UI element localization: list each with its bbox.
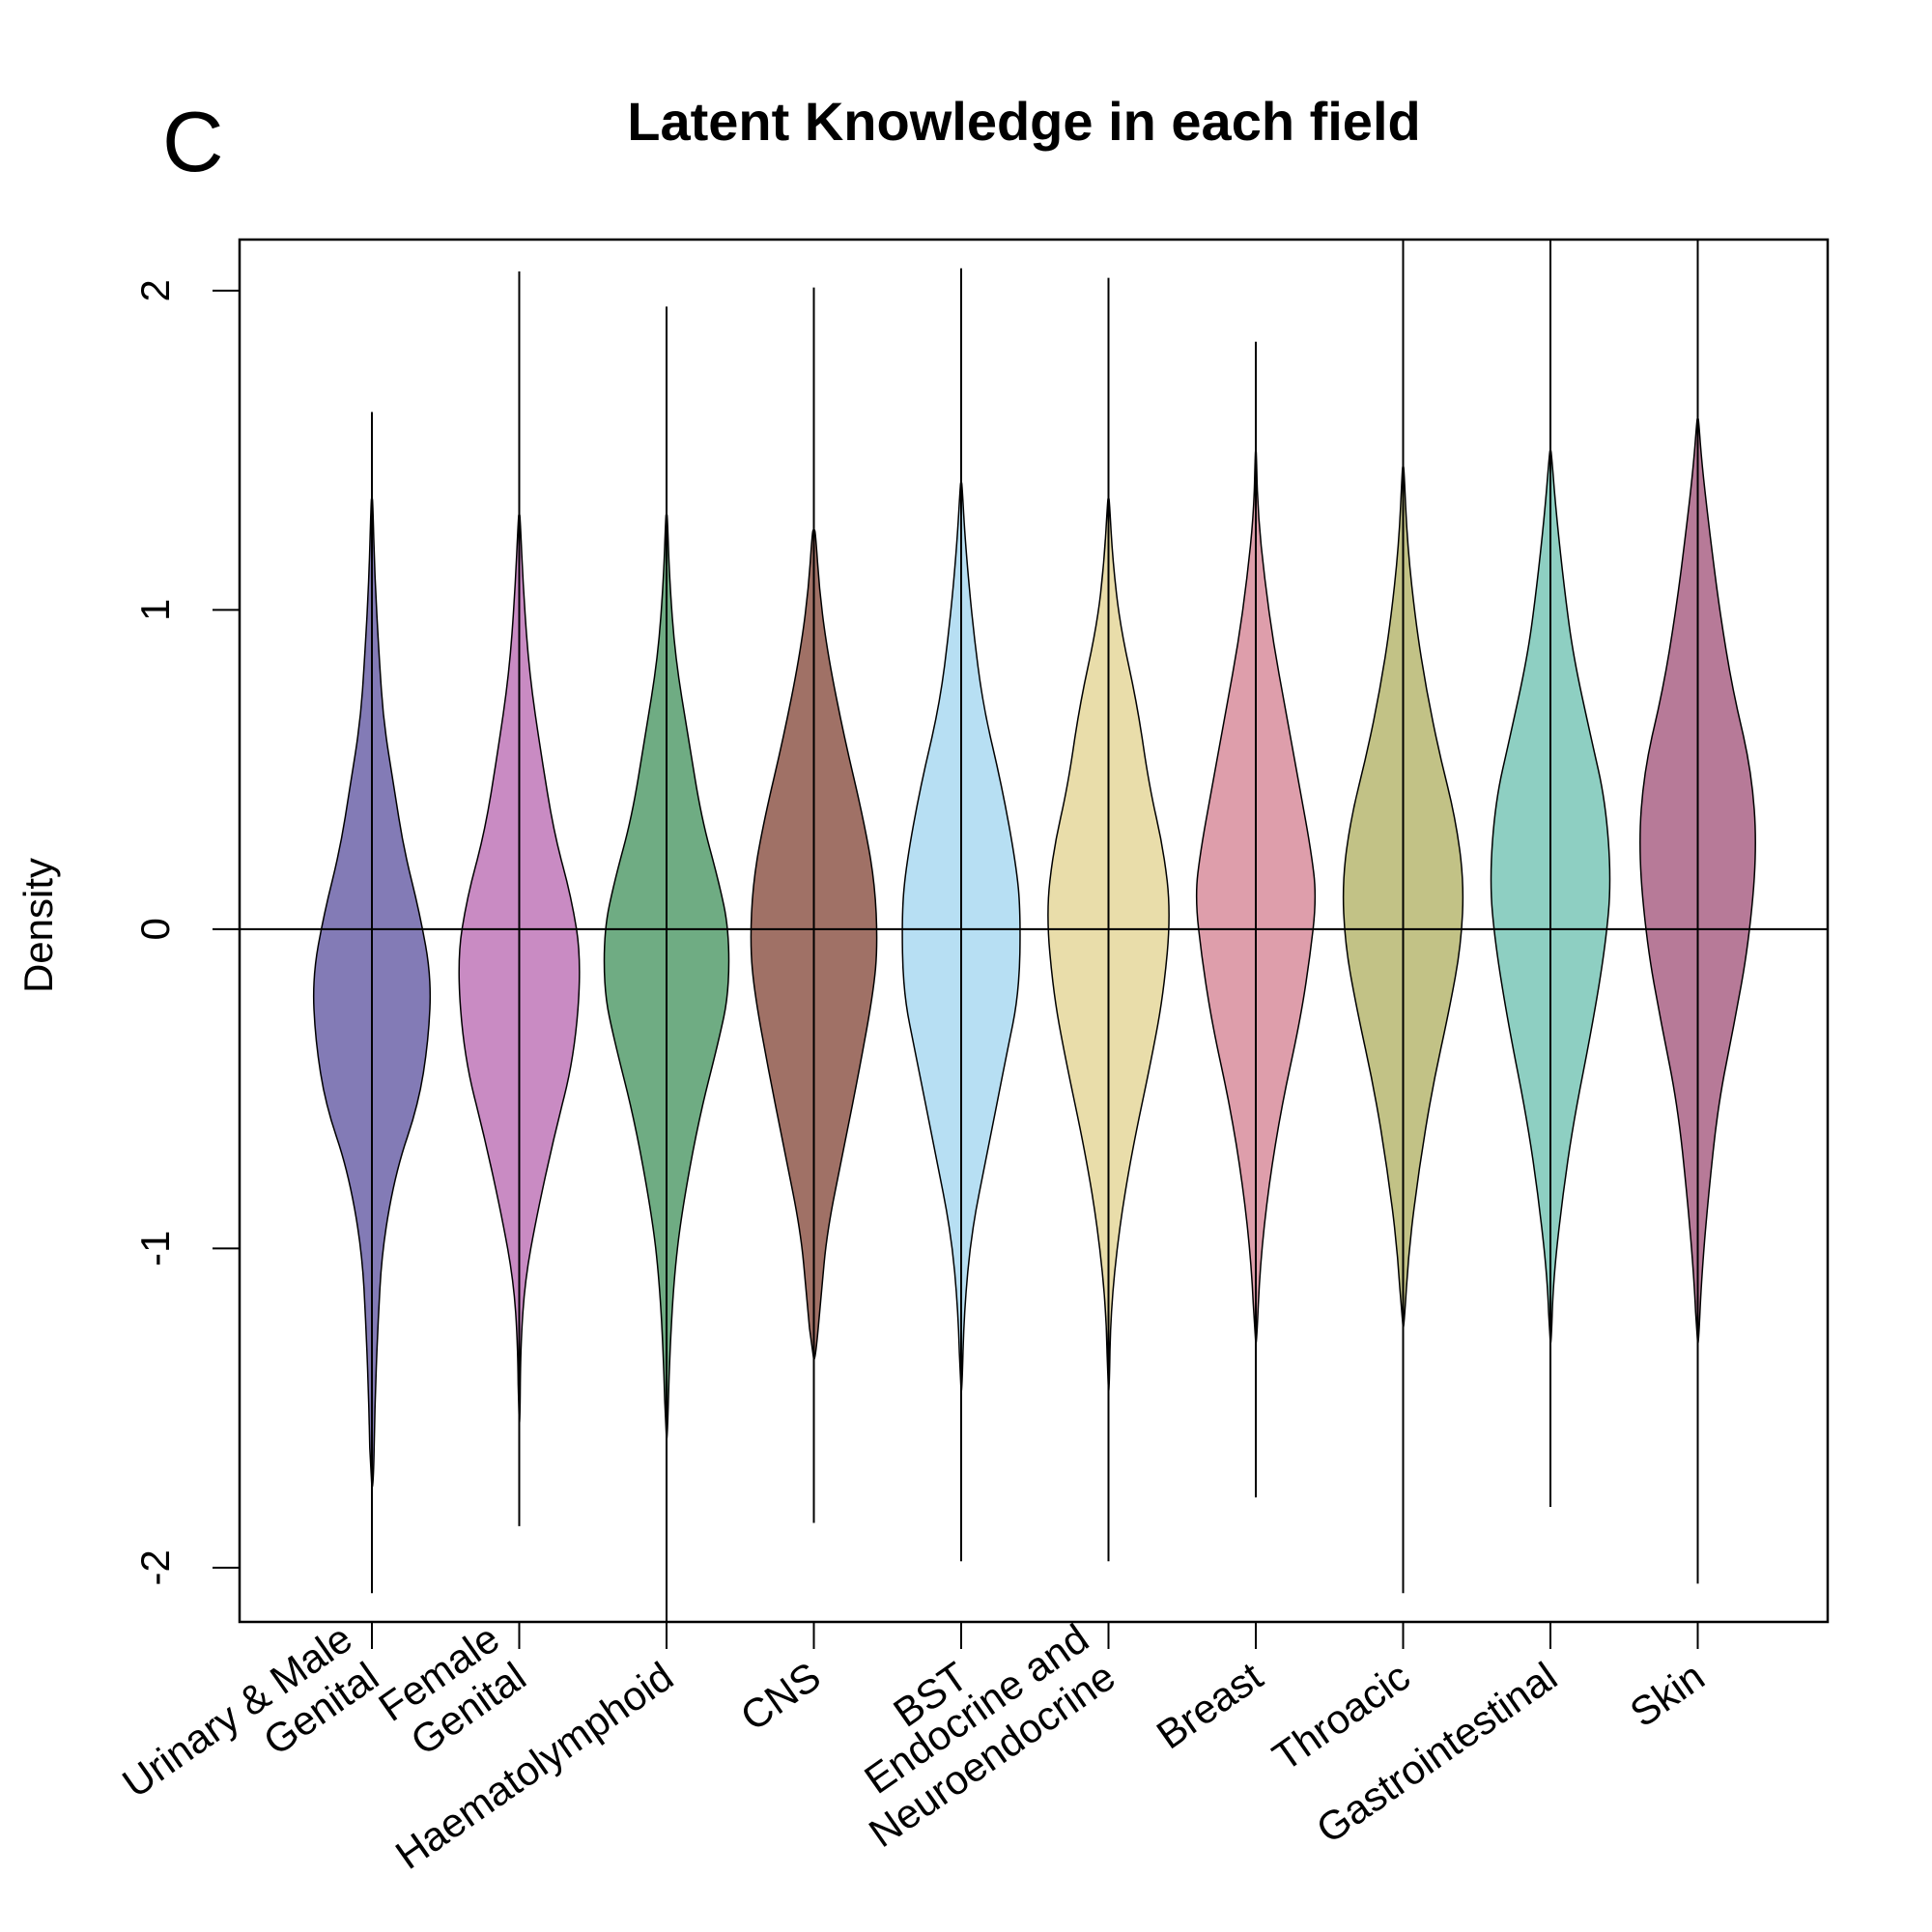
y-tick-label-1: -1 [132, 1231, 178, 1266]
x-tick-label-8: Gastrointestinal [1308, 1653, 1565, 1852]
y-tick-label-3: 1 [132, 599, 178, 621]
x-tick-label-6: Breast [1149, 1653, 1271, 1757]
plot-frame [238, 238, 1830, 1624]
panel-letter: C [162, 94, 224, 189]
y-axis: -2 -1 0 1 2 [132, 279, 240, 1585]
x-axis: Urinary & MaleGenitalFemaleGenitalHaemat… [114, 1615, 1713, 1878]
x-tick-label-9: Skin [1622, 1653, 1713, 1735]
y-tick-label-4: 2 [132, 279, 178, 301]
y-tick-label-0: -2 [132, 1549, 178, 1585]
chart-title: Latent Knowledge in each field [627, 91, 1420, 152]
x-tick-label-1: FemaleGenital [370, 1615, 533, 1768]
y-tick-label-2: 0 [132, 918, 178, 940]
violins-group [312, 417, 1756, 1489]
y-axis-label: Density [15, 858, 61, 993]
x-tick-label-0: Urinary & MaleGenital [114, 1615, 386, 1844]
x-tick-label-5: Endocrine andNeuroendocrine [834, 1615, 1122, 1856]
whiskers-group [371, 240, 1699, 1622]
x-tick-label-3: CNS [732, 1653, 829, 1739]
